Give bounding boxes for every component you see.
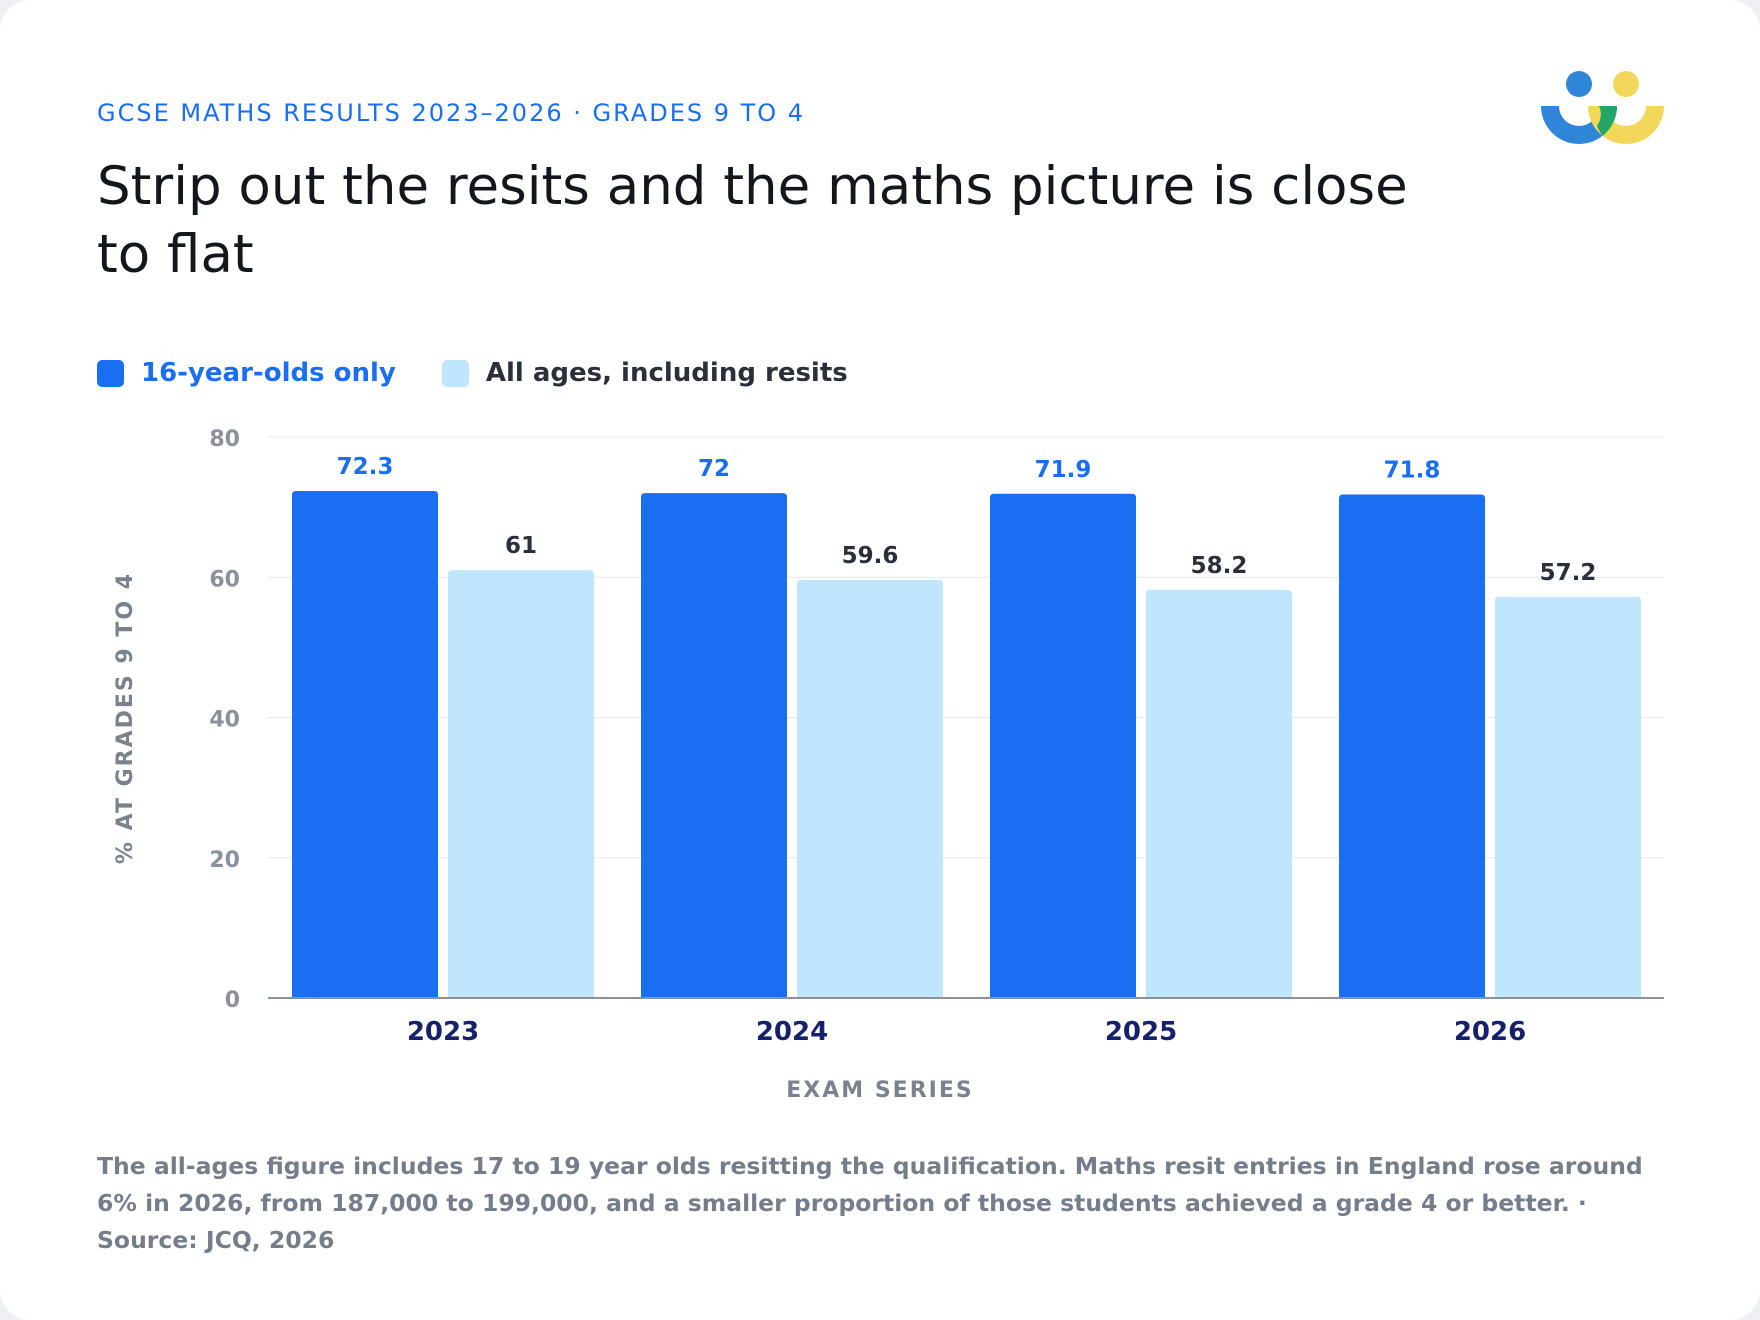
bar-chart: 0 20 40 60 80 72.3 61 2023 72 59.6 2024 71.9 58.2 202… — [113, 427, 1664, 1103]
bar-data-label: 72.3 — [337, 454, 394, 480]
y-tick-label: 60 — [209, 567, 240, 592]
bar — [990, 493, 1136, 998]
x-tick-label: 2024 — [756, 1017, 828, 1047]
chart-title: Strip out the resits and the maths pictu… — [97, 156, 1408, 285]
chart-legend: 16-year-olds only All ages, including re… — [97, 358, 894, 388]
bar — [1146, 589, 1292, 998]
chart-kicker: GCSE MATHS RESULTS 2023–2026 · GRADES 9 … — [97, 99, 806, 127]
x-tick-label: 2025 — [1105, 1017, 1177, 1047]
legend-label-all-ages: All ages, including resits — [485, 358, 848, 388]
x-axis-label: EXAM SERIES — [786, 1078, 973, 1103]
x-tick-label: 2023 — [407, 1017, 479, 1047]
legend-item-all-ages: All ages, including resits — [441, 358, 848, 388]
x-tick-label: 2026 — [1454, 1017, 1526, 1047]
legend-swatch-all-ages — [441, 359, 469, 387]
bar — [292, 490, 438, 998]
y-tick-label: 80 — [209, 427, 240, 452]
y-tick-label: 40 — [209, 708, 240, 733]
bar-data-label: 59.6 — [842, 543, 899, 569]
bar-data-label: 58.2 — [1191, 553, 1248, 579]
legend-item-16-year-olds: 16-year-olds only — [97, 358, 396, 388]
bar — [1495, 596, 1641, 998]
y-tick-label: 0 — [225, 988, 240, 1013]
bar — [797, 580, 943, 998]
y-axis-label: % AT GRADES 9 TO 4 — [113, 572, 138, 864]
y-tick-label: 20 — [209, 848, 240, 873]
bar-data-label: 72 — [698, 456, 730, 482]
people-logo-icon — [1541, 71, 1664, 144]
bar — [448, 570, 594, 998]
bar-data-label: 57.2 — [1540, 560, 1597, 586]
bar — [1339, 494, 1485, 998]
bar-data-label: 71.8 — [1384, 458, 1441, 484]
legend-label-16-year-olds: 16-year-olds only — [141, 358, 396, 388]
chart-footnote: The all-ages figure includes 17 to 19 ye… — [97, 1152, 1643, 1254]
bar-data-label: 71.9 — [1035, 457, 1092, 483]
bar — [641, 493, 787, 998]
bar-data-label: 61 — [505, 533, 537, 559]
legend-swatch-16-year-olds — [97, 359, 124, 387]
